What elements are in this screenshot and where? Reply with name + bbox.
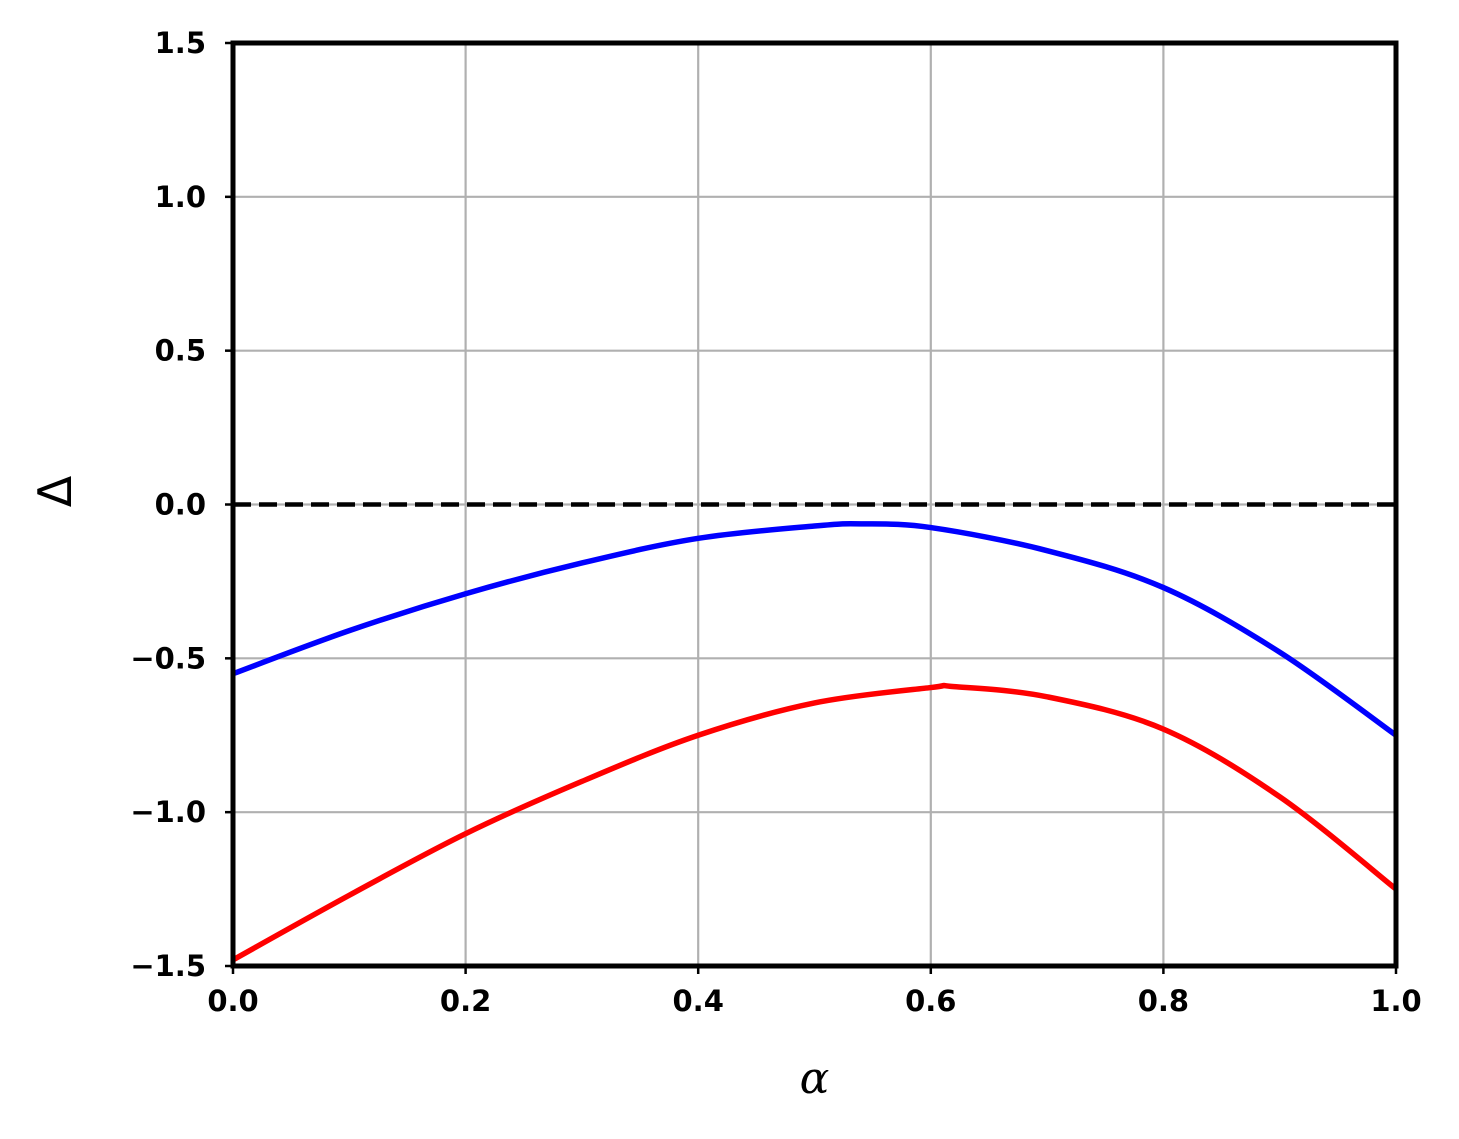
x-tick-label: 0.4: [673, 984, 724, 1018]
x-tick-label: 0.8: [1138, 984, 1189, 1018]
x-tick-label: 0.6: [905, 984, 956, 1018]
y-tick-label: 0.5: [155, 334, 206, 368]
y-tick-label: −0.5: [130, 641, 206, 675]
series-line-1: [232, 521, 1398, 738]
y-tick-label: 1.0: [155, 180, 206, 214]
series-line-2: [231, 682, 1398, 963]
y-tick-label: 1.5: [155, 26, 206, 60]
x-axis-label: α: [800, 1053, 830, 1104]
y-tick-label: −1.5: [130, 949, 206, 983]
y-tick-label: 0.0: [155, 488, 206, 522]
ticks: 0.0 0.2 0.4 0.6 0.8 1.0 −1.5 −1.0 −0.5 0.0 0.5 1.0 1…: [130, 26, 1421, 1018]
x-tick-label: 0.0: [207, 984, 258, 1018]
series-layer: [231, 521, 1398, 963]
x-tick-label: 1.0: [1370, 984, 1421, 1018]
y-tick-label: −1.0: [130, 795, 206, 829]
y-axis-label: Δ: [28, 475, 82, 507]
x-tick-label: 0.2: [440, 984, 491, 1018]
